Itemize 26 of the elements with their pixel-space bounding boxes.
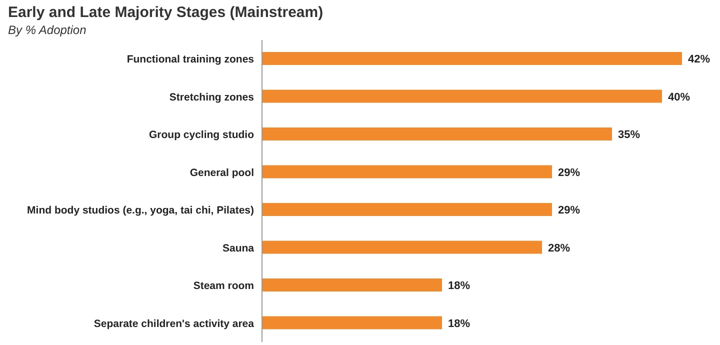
y-tick-label: Sauna: [222, 242, 254, 254]
bar: [262, 165, 552, 178]
bar: [262, 52, 682, 65]
y-tick-label: General pool: [190, 166, 254, 179]
data-label: 40%: [668, 91, 690, 104]
chart-title: Early and Late Majority Stages (Mainstream): [8, 4, 324, 21]
text: By % Adoption: [8, 23, 86, 37]
data-label: 18%: [448, 280, 470, 292]
bar: [262, 90, 662, 103]
bar: [262, 278, 442, 292]
y-tick-label: Steam room: [193, 280, 254, 292]
data-label: 35%: [618, 129, 640, 141]
bar: [262, 240, 542, 254]
y-tick-label: Stretching zones: [169, 91, 254, 104]
data-label: 18%: [448, 318, 470, 330]
y-tick-label: Mind body studios (e.g., yoga, tai chi, Pilates): [27, 204, 254, 217]
data-label: 42%: [688, 54, 710, 66]
y-tick-label: Group cycling studio: [148, 129, 254, 142]
y-tick-label: Functional training zones: [126, 54, 254, 66]
bar: [262, 128, 612, 140]
data-label: 28%: [548, 242, 570, 254]
bar: [262, 316, 442, 330]
data-label: 29%: [558, 204, 580, 216]
bar: [262, 203, 552, 216]
data-label: 29%: [558, 166, 580, 179]
y-tick-label: Separate children's activity area: [94, 318, 254, 330]
